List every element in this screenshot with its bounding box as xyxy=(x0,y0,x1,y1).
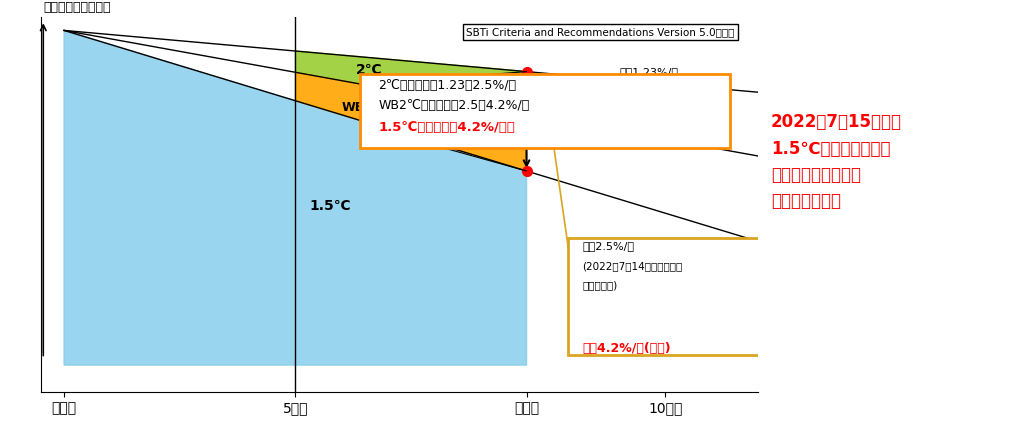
Polygon shape xyxy=(65,30,526,365)
Text: 傾き4.2%/年(必須): 傾き4.2%/年(必須) xyxy=(582,342,671,355)
Text: 2℃水準：傾き1.23～2.5%/年: 2℃水準：傾き1.23～2.5%/年 xyxy=(379,79,517,92)
Text: SBTi Criteria and Recommendations Version 5.0に準拠: SBTi Criteria and Recommendations Versio… xyxy=(466,27,734,37)
Polygon shape xyxy=(295,72,526,171)
Text: WB2℃水準：傾き2.5～4.2%/年: WB2℃水準：傾き2.5～4.2%/年 xyxy=(379,99,529,112)
Text: 2℃: 2℃ xyxy=(355,63,382,77)
Text: 1.5℃: 1.5℃ xyxy=(309,199,350,213)
Text: 1.5℃水準：傾き4.2%/年～: 1.5℃水準：傾き4.2%/年～ xyxy=(379,121,515,134)
Text: WB2℃: WB2℃ xyxy=(342,101,389,114)
Text: 以降は不可): 以降は不可) xyxy=(582,280,617,290)
Text: 傾き2.5%/年: 傾き2.5%/年 xyxy=(582,241,634,251)
Text: 温室効果ガス排出量: 温室効果ガス排出量 xyxy=(43,1,111,14)
Polygon shape xyxy=(295,51,526,114)
Text: 傾き1.23%/年: 傾き1.23%/年 xyxy=(620,67,678,77)
Text: (2022年7月14日までは可、: (2022年7月14日までは可、 xyxy=(582,262,682,271)
Text: 2022年7月15以降は
1.5℃未満の気温上昇
に抑える目標でない
と認められない: 2022年7月15以降は 1.5℃未満の気温上昇 に抑える目標でない と認められ… xyxy=(771,113,902,210)
FancyBboxPatch shape xyxy=(360,74,730,148)
FancyBboxPatch shape xyxy=(568,238,763,355)
